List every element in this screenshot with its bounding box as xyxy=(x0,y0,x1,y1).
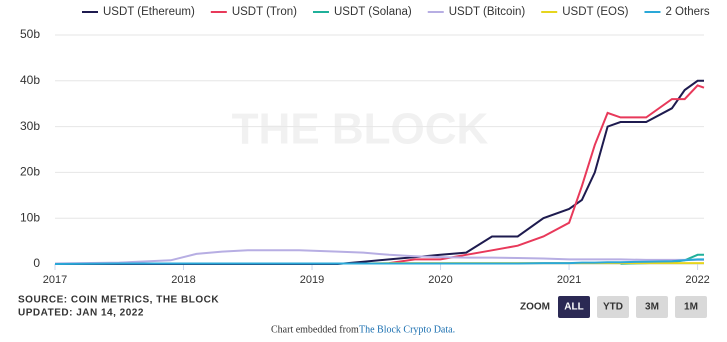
zoom-button-label[interactable]: ALL xyxy=(564,302,583,313)
source: SOURCE: COIN METRICS, THE BLOCK xyxy=(18,295,219,306)
y-tick-label: 20b xyxy=(20,165,40,179)
legend-label[interactable]: USDT (Bitcoin) xyxy=(449,6,526,18)
x-tick-label: 2019 xyxy=(300,274,324,286)
series-line xyxy=(54,258,704,265)
legend-label[interactable]: USDT (Ethereum) xyxy=(103,6,195,18)
legend-label[interactable]: USDT (Solana) xyxy=(334,6,412,18)
x-tick-label: 2017 xyxy=(43,274,67,286)
y-tick-label: 50b xyxy=(20,27,40,41)
footer-link[interactable]: The Block Crypto Data. xyxy=(359,324,455,335)
footer-text: Chart embedded from xyxy=(271,324,359,335)
zoom-button-label[interactable]: 1M xyxy=(684,302,698,313)
watermark: THE BLOCK xyxy=(232,105,489,154)
y-tick-label: 40b xyxy=(20,73,40,87)
zoom-button[interactable] xyxy=(558,296,590,318)
x-tick-label: 2021 xyxy=(557,274,581,286)
zoom-button[interactable] xyxy=(675,296,707,318)
zoom-button[interactable] xyxy=(597,296,629,318)
zoom-button-label[interactable]: 3M xyxy=(645,302,659,313)
x-tick-label: 2022 xyxy=(685,274,709,286)
zoom-label: ZOOM xyxy=(520,302,550,313)
y-tick-label: 30b xyxy=(20,119,40,133)
legend-label[interactable]: USDT (EOS) xyxy=(562,6,628,18)
x-tick-label: 2018 xyxy=(171,274,195,286)
zoom-button-label[interactable]: YTD xyxy=(603,302,623,313)
y-tick-label: 10b xyxy=(20,210,40,224)
legend-label[interactable]: 2 Others xyxy=(665,6,709,18)
series-line xyxy=(54,249,704,265)
legend-label[interactable]: USDT (Tron) xyxy=(232,6,297,18)
y-tick-label: 0 xyxy=(33,256,40,270)
updated: UPDATED: JAN 14, 2022 xyxy=(18,308,144,319)
zoom-button[interactable] xyxy=(636,296,668,318)
series-line xyxy=(388,84,705,265)
x-tick-label: 2020 xyxy=(428,274,452,286)
